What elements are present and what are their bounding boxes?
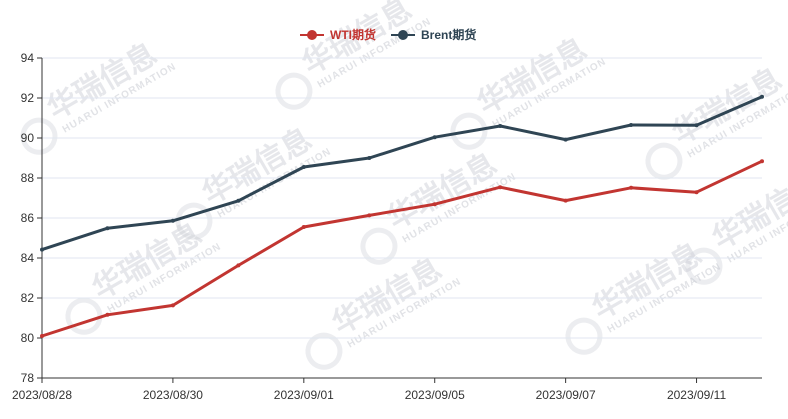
data-point — [432, 135, 437, 140]
data-point — [563, 198, 568, 203]
data-point — [170, 303, 175, 308]
y-tick-label: 92 — [21, 91, 35, 105]
watermark-logo-icon — [360, 227, 398, 265]
data-point — [629, 185, 634, 190]
data-point — [432, 202, 437, 207]
data-point — [760, 159, 764, 164]
data-point — [105, 312, 110, 317]
series-layer — [40, 94, 764, 338]
x-tick-label: 2023/08/28 — [12, 388, 72, 402]
x-axis: 2023/08/28 2023/08/30 2023/09/01 2023/09/05… — [12, 377, 762, 402]
data-point — [367, 213, 372, 218]
data-point — [40, 247, 44, 252]
x-tick-label: 2023/09/05 — [405, 388, 465, 402]
data-point — [563, 137, 568, 142]
y-tick-label: 84 — [21, 251, 35, 265]
watermark-logo-icon — [565, 317, 603, 355]
data-point — [40, 334, 44, 338]
x-tick-label: 2023/09/01 — [274, 388, 334, 402]
legend-marker-icon — [398, 30, 408, 40]
legend-label: WTI期货 — [330, 27, 376, 42]
data-point — [498, 124, 503, 128]
data-point — [760, 94, 764, 99]
y-tick-label: 78 — [21, 371, 35, 385]
y-tick-label: 90 — [21, 131, 35, 145]
data-point — [301, 225, 306, 229]
watermark-logo-icon — [450, 112, 488, 150]
legend-item-1[interactable]: WTI期货 — [300, 27, 376, 42]
y-tick-label: 82 — [21, 291, 35, 305]
legend-marker-icon — [307, 30, 317, 40]
watermark-logo-icon — [645, 142, 683, 180]
x-tick-label: 2023/09/11 — [667, 388, 726, 402]
grid-lines — [42, 57, 762, 339]
watermark-logo-icon — [305, 332, 343, 370]
data-point — [629, 123, 634, 127]
data-point — [694, 123, 699, 128]
data-point — [301, 165, 306, 169]
y-tick-label: 94 — [21, 51, 35, 65]
series-line-1 — [40, 159, 764, 338]
watermark-logo-icon — [275, 72, 313, 110]
data-point — [170, 218, 175, 223]
series-line-2 — [40, 95, 764, 252]
watermark-logo-icon — [65, 297, 103, 335]
legend-label: Brent期货 — [421, 27, 476, 42]
watermark-logo-icon — [20, 117, 58, 155]
x-tick-label: 2023/09/07 — [536, 388, 596, 402]
y-tick-label: 88 — [21, 171, 35, 185]
watermark-logo-icon — [175, 202, 213, 240]
data-point — [105, 226, 110, 231]
data-point — [367, 156, 372, 160]
legend: WTI期货 Brent期货 — [300, 27, 476, 42]
data-point — [694, 190, 699, 195]
data-point — [236, 263, 241, 268]
x-tick-label: 2023/08/30 — [143, 388, 203, 402]
legend-item-2[interactable]: Brent期货 — [391, 27, 476, 42]
data-point — [236, 198, 241, 203]
y-tick-label: 86 — [21, 211, 35, 225]
y-axis: 78 80 82 84 86 88 90 92 94 — [21, 51, 43, 385]
data-point — [498, 185, 503, 190]
y-tick-label: 80 — [21, 331, 35, 345]
